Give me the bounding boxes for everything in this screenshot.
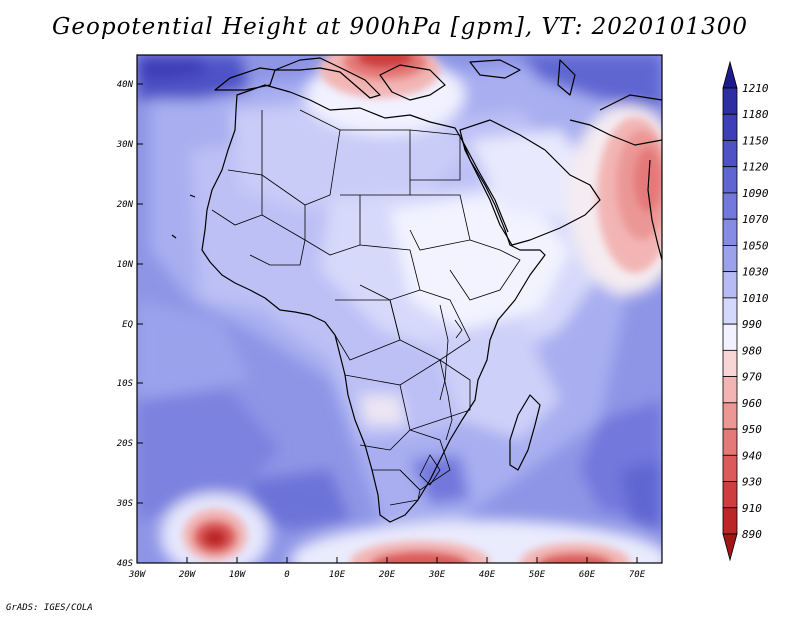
coastlines [171, 57, 662, 523]
lon-labels: 30W 20W 10W 0 10E 20E 30E 40E 50E 60E 70… [128, 570, 646, 580]
colorbar-label: 960 [742, 397, 762, 410]
country-borders [211, 109, 521, 506]
lat-label-20s: 20S [117, 439, 134, 449]
lat-label-30s: 30S [116, 499, 134, 509]
colorbar-label: 990 [742, 318, 762, 331]
colorbar-label: 940 [742, 449, 762, 462]
colorbar-swatch [722, 376, 738, 404]
lon-label-20w: 20W [179, 570, 197, 580]
colorbar-swatch [722, 87, 738, 115]
colorbar-label: 1030 [742, 266, 769, 279]
colorbar: 1210 1180 1150 1120 1090 1070 1050 1030 1010 990 9… [722, 60, 769, 562]
colorbar-swatch [722, 166, 738, 194]
colorbar-label: 1180 [742, 108, 769, 121]
map-figure: 40N 30N 20N 10N EQ 10S 20S 30S 40S 30W 2… [116, 54, 769, 580]
grads-credit: GrADS: IGES/COLA [6, 603, 93, 613]
lon-label-30w: 30W [128, 570, 147, 580]
lat-label-40n: 40N [117, 80, 134, 90]
colorbar-swatch [722, 113, 738, 141]
colorbar-swatch [722, 271, 738, 299]
lon-label-40e: 40E [479, 570, 496, 580]
lon-label-60e: 60E [579, 570, 596, 580]
colorbar-bottom-arrow [722, 533, 738, 562]
lat-labels: 40N 30N 20N 10N EQ 10S 20S 30S 40S [116, 80, 134, 569]
colorbar-label: 1010 [742, 292, 769, 305]
lat-label-10s: 10S [117, 379, 134, 389]
colorbar-swatch [722, 507, 738, 535]
lat-label-eq: EQ [122, 320, 133, 330]
lat-label-40s: 40S [117, 559, 134, 569]
colorbar-label: 950 [742, 423, 762, 436]
tick-marks [137, 83, 638, 563]
colorbar-label: 970 [742, 371, 762, 384]
lon-label-0: 0 [284, 570, 289, 580]
colorbar-label: 1150 [742, 134, 769, 147]
colorbar-swatch [722, 218, 738, 246]
colorbar-swatch [722, 140, 738, 168]
colorbar-swatch [722, 245, 738, 273]
map-title: Geopotential Height at 900hPa [gpm], VT:… [52, 14, 748, 40]
lon-label-50e: 50E [529, 570, 546, 580]
colorbar-label: 1120 [742, 161, 769, 174]
colorbar-label: 1070 [742, 213, 769, 226]
colorbar-label: 1090 [742, 187, 769, 200]
lon-label-10w: 10W [229, 570, 247, 580]
colorbar-swatch [722, 402, 738, 430]
lon-label-30e: 30E [428, 570, 446, 580]
colorbar-top-arrow [722, 60, 738, 89]
colorbar-label: 1210 [742, 82, 769, 95]
lat-label-10n: 10N [117, 260, 134, 270]
colorbar-label: 1050 [742, 239, 769, 252]
lat-label-20n: 20N [117, 200, 134, 210]
colorbar-label: 930 [742, 476, 762, 489]
colorbar-swatch [722, 349, 738, 377]
geopotential-field [137, 55, 662, 563]
colorbar-swatch [722, 481, 738, 509]
colorbar-swatch [722, 428, 738, 456]
colorbar-swatch [722, 454, 738, 482]
plot-frame [136, 54, 663, 564]
lon-label-70e: 70E [629, 570, 646, 580]
colorbar-label: 980 [742, 344, 762, 357]
lon-label-20e: 20E [379, 570, 396, 580]
colorbar-swatch [722, 192, 738, 220]
colorbar-swatch [722, 323, 738, 351]
lat-label-30n: 30N [116, 140, 134, 150]
lon-label-10e: 10E [329, 570, 346, 580]
colorbar-label: 890 [742, 528, 762, 541]
colorbar-label: 910 [742, 502, 762, 515]
colorbar-swatch [722, 297, 738, 325]
